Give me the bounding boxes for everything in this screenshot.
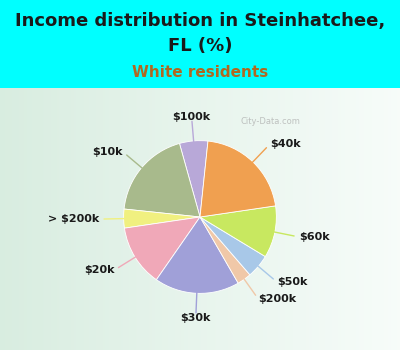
Text: $40k: $40k bbox=[270, 139, 300, 149]
Text: $60k: $60k bbox=[299, 232, 330, 242]
Text: White residents: White residents bbox=[132, 65, 268, 80]
Wedge shape bbox=[200, 217, 265, 275]
Wedge shape bbox=[180, 141, 208, 217]
Wedge shape bbox=[156, 217, 238, 293]
Text: City-Data.com: City-Data.com bbox=[241, 117, 300, 126]
Wedge shape bbox=[124, 209, 200, 228]
Text: $10k: $10k bbox=[92, 147, 123, 157]
Text: $50k: $50k bbox=[277, 277, 307, 287]
Wedge shape bbox=[124, 144, 200, 217]
Wedge shape bbox=[124, 217, 200, 280]
Wedge shape bbox=[200, 141, 276, 217]
Text: $30k: $30k bbox=[180, 313, 211, 323]
Text: > $200k: > $200k bbox=[48, 214, 99, 224]
Wedge shape bbox=[200, 206, 276, 257]
Text: $100k: $100k bbox=[172, 112, 211, 121]
Wedge shape bbox=[200, 217, 250, 283]
Text: Income distribution in Steinhatchee,: Income distribution in Steinhatchee, bbox=[15, 12, 385, 30]
Text: $20k: $20k bbox=[84, 265, 114, 275]
Text: FL (%): FL (%) bbox=[168, 37, 232, 55]
Text: $200k: $200k bbox=[258, 294, 296, 304]
